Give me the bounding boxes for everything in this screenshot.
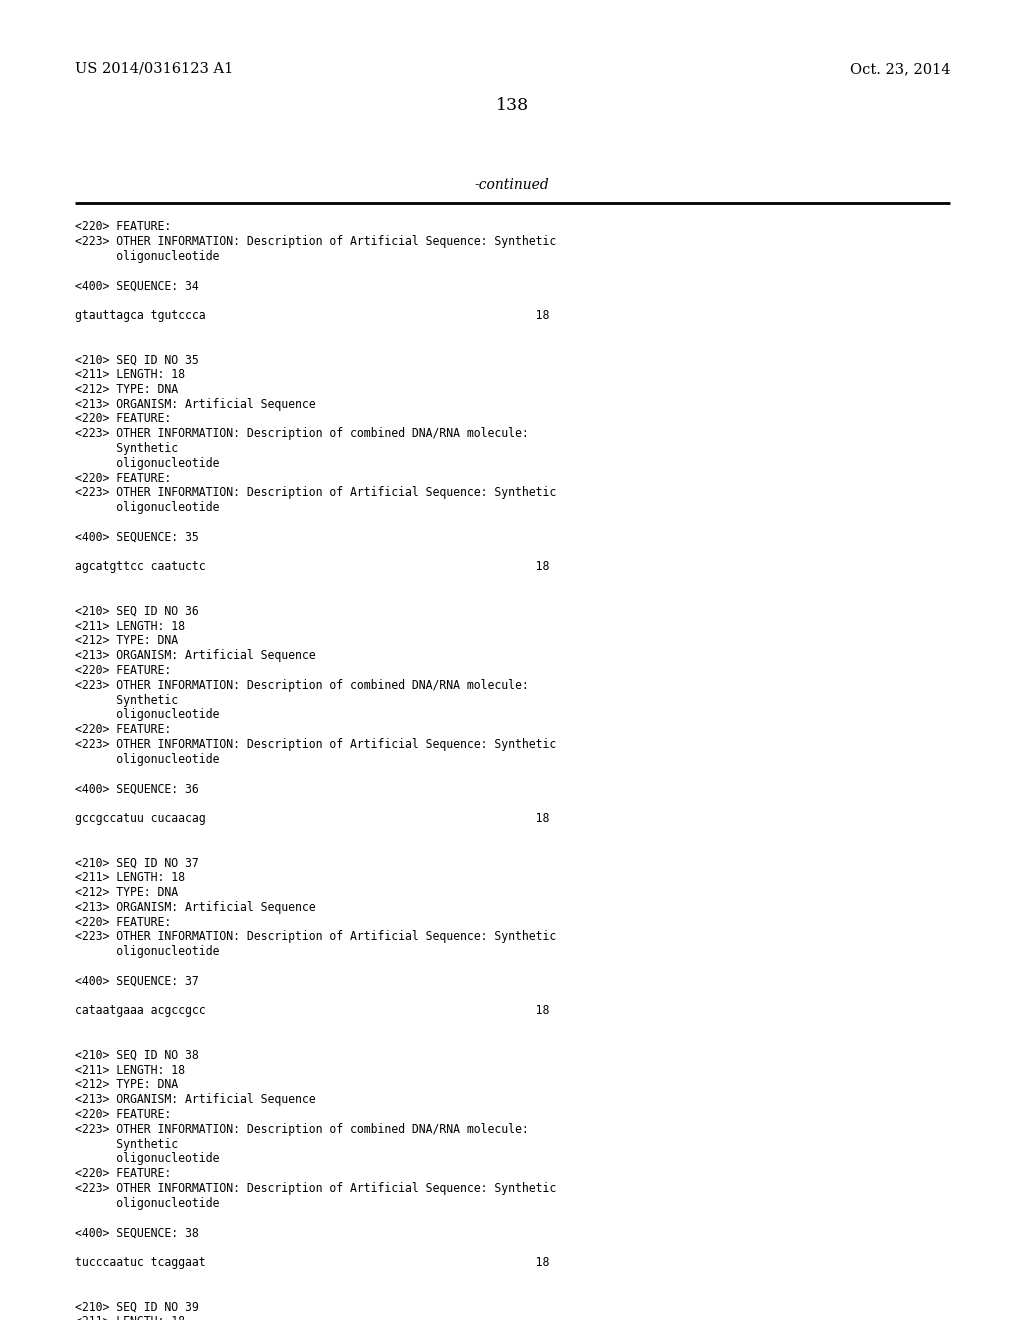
Text: <400> SEQUENCE: 34: <400> SEQUENCE: 34	[75, 280, 199, 292]
Text: gccgccatuu cucaacag                                                18: gccgccatuu cucaacag 18	[75, 812, 549, 825]
Text: <212> TYPE: DNA: <212> TYPE: DNA	[75, 886, 178, 899]
Text: <210> SEQ ID NO 36: <210> SEQ ID NO 36	[75, 605, 199, 618]
Text: <220> FEATURE:: <220> FEATURE:	[75, 1167, 171, 1180]
Text: <213> ORGANISM: Artificial Sequence: <213> ORGANISM: Artificial Sequence	[75, 1093, 315, 1106]
Text: <210> SEQ ID NO 39: <210> SEQ ID NO 39	[75, 1300, 199, 1313]
Text: <210> SEQ ID NO 37: <210> SEQ ID NO 37	[75, 857, 199, 870]
Text: tucccaatuc tcaggaat                                                18: tucccaatuc tcaggaat 18	[75, 1257, 549, 1269]
Text: <400> SEQUENCE: 36: <400> SEQUENCE: 36	[75, 783, 199, 796]
Text: <212> TYPE: DNA: <212> TYPE: DNA	[75, 383, 178, 396]
Text: oligonucleotide: oligonucleotide	[75, 709, 219, 722]
Text: <220> FEATURE:: <220> FEATURE:	[75, 412, 171, 425]
Text: <223> OTHER INFORMATION: Description of combined DNA/RNA molecule:: <223> OTHER INFORMATION: Description of …	[75, 1123, 528, 1135]
Text: <213> ORGANISM: Artificial Sequence: <213> ORGANISM: Artificial Sequence	[75, 900, 315, 913]
Text: -continued: -continued	[475, 178, 549, 191]
Text: oligonucleotide: oligonucleotide	[75, 1197, 219, 1210]
Text: oligonucleotide: oligonucleotide	[75, 249, 219, 263]
Text: <211> LENGTH: 18: <211> LENGTH: 18	[75, 1064, 185, 1077]
Text: oligonucleotide: oligonucleotide	[75, 502, 219, 515]
Text: <223> OTHER INFORMATION: Description of Artificial Sequence: Synthetic: <223> OTHER INFORMATION: Description of …	[75, 1181, 556, 1195]
Text: <223> OTHER INFORMATION: Description of Artificial Sequence: Synthetic: <223> OTHER INFORMATION: Description of …	[75, 738, 556, 751]
Text: Synthetic: Synthetic	[75, 693, 178, 706]
Text: <223> OTHER INFORMATION: Description of Artificial Sequence: Synthetic: <223> OTHER INFORMATION: Description of …	[75, 235, 556, 248]
Text: Synthetic: Synthetic	[75, 442, 178, 455]
Text: <220> FEATURE:: <220> FEATURE:	[75, 664, 171, 677]
Text: oligonucleotide: oligonucleotide	[75, 1152, 219, 1166]
Text: <220> FEATURE:: <220> FEATURE:	[75, 916, 171, 928]
Text: Synthetic: Synthetic	[75, 1138, 178, 1151]
Text: oligonucleotide: oligonucleotide	[75, 945, 219, 958]
Text: <211> LENGTH: 18: <211> LENGTH: 18	[75, 368, 185, 381]
Text: gtauttagca tgutccca                                                18: gtauttagca tgutccca 18	[75, 309, 549, 322]
Text: oligonucleotide: oligonucleotide	[75, 752, 219, 766]
Text: <223> OTHER INFORMATION: Description of Artificial Sequence: Synthetic: <223> OTHER INFORMATION: Description of …	[75, 931, 556, 944]
Text: US 2014/0316123 A1: US 2014/0316123 A1	[75, 62, 233, 77]
Text: <223> OTHER INFORMATION: Description of combined DNA/RNA molecule:: <223> OTHER INFORMATION: Description of …	[75, 678, 528, 692]
Text: <220> FEATURE:: <220> FEATURE:	[75, 220, 171, 234]
Text: oligonucleotide: oligonucleotide	[75, 457, 219, 470]
Text: <220> FEATURE:: <220> FEATURE:	[75, 723, 171, 737]
Text: <212> TYPE: DNA: <212> TYPE: DNA	[75, 635, 178, 647]
Text: Oct. 23, 2014: Oct. 23, 2014	[850, 62, 950, 77]
Text: <223> OTHER INFORMATION: Description of Artificial Sequence: Synthetic: <223> OTHER INFORMATION: Description of …	[75, 486, 556, 499]
Text: <220> FEATURE:: <220> FEATURE:	[75, 1107, 171, 1121]
Text: <212> TYPE: DNA: <212> TYPE: DNA	[75, 1078, 178, 1092]
Text: <213> ORGANISM: Artificial Sequence: <213> ORGANISM: Artificial Sequence	[75, 397, 315, 411]
Text: <223> OTHER INFORMATION: Description of combined DNA/RNA molecule:: <223> OTHER INFORMATION: Description of …	[75, 428, 528, 440]
Text: <211> LENGTH: 18: <211> LENGTH: 18	[75, 1315, 185, 1320]
Text: <400> SEQUENCE: 35: <400> SEQUENCE: 35	[75, 531, 199, 544]
Text: 138: 138	[496, 96, 528, 114]
Text: cataatgaaa acgccgcc                                                18: cataatgaaa acgccgcc 18	[75, 1005, 549, 1018]
Text: <211> LENGTH: 18: <211> LENGTH: 18	[75, 871, 185, 884]
Text: <210> SEQ ID NO 35: <210> SEQ ID NO 35	[75, 354, 199, 366]
Text: <210> SEQ ID NO 38: <210> SEQ ID NO 38	[75, 1049, 199, 1061]
Text: <400> SEQUENCE: 37: <400> SEQUENCE: 37	[75, 974, 199, 987]
Text: <211> LENGTH: 18: <211> LENGTH: 18	[75, 619, 185, 632]
Text: agcatgttcc caatuctc                                                18: agcatgttcc caatuctc 18	[75, 561, 549, 573]
Text: <220> FEATURE:: <220> FEATURE:	[75, 471, 171, 484]
Text: <213> ORGANISM: Artificial Sequence: <213> ORGANISM: Artificial Sequence	[75, 649, 315, 663]
Text: <400> SEQUENCE: 38: <400> SEQUENCE: 38	[75, 1226, 199, 1239]
